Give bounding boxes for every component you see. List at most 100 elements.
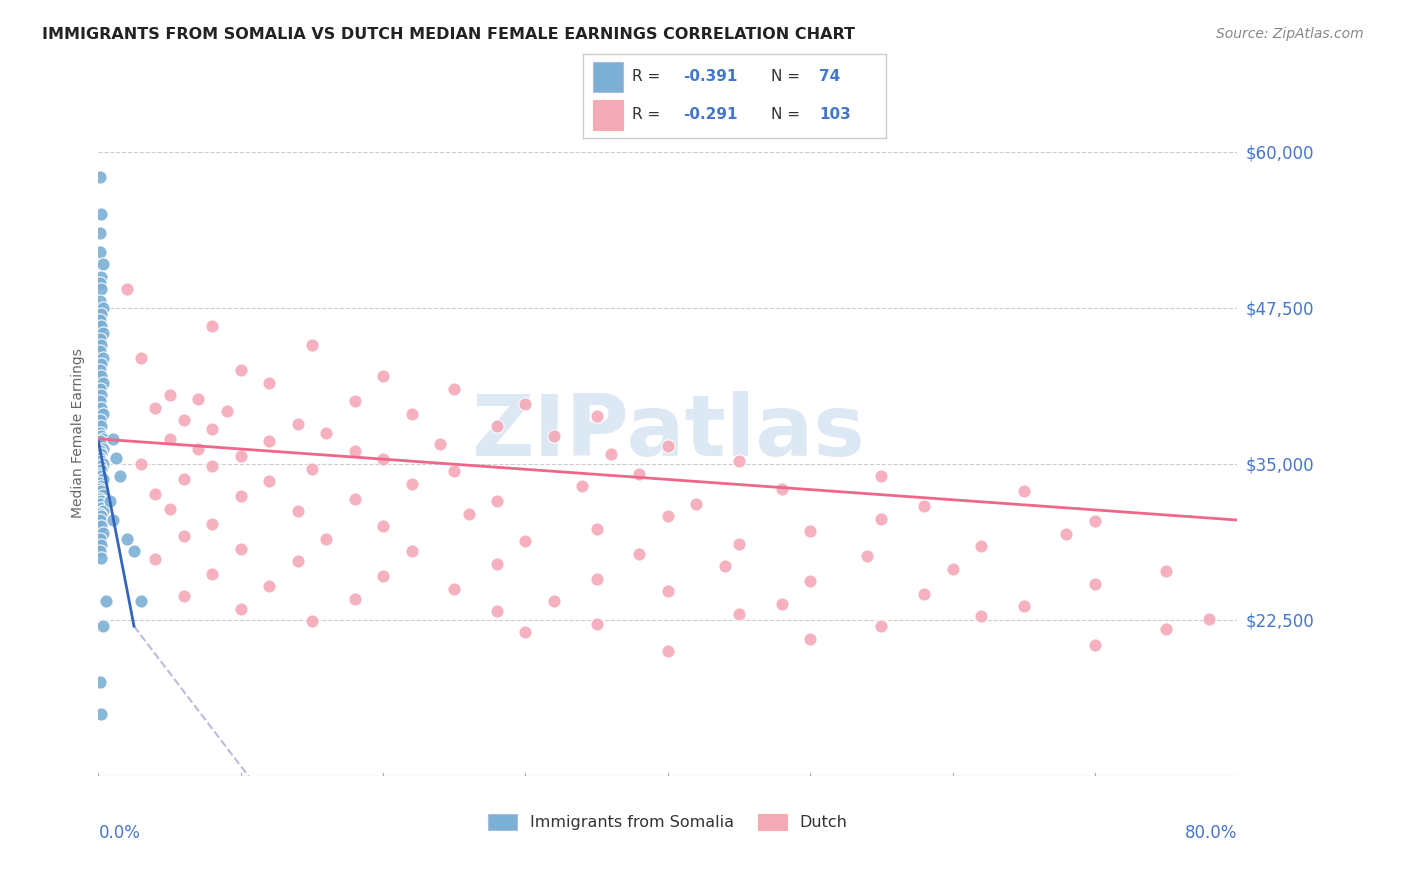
Text: 0.0%: 0.0% (98, 824, 141, 842)
Point (89, 444, 111, 458)
Point (343, 591, 366, 606)
Point (799, 632, 821, 646)
Text: -0.291: -0.291 (683, 107, 738, 122)
Point (259, 434, 281, 449)
Point (912, 500, 935, 514)
Point (129, 594, 152, 608)
Point (89, 394, 111, 409)
Point (90, 369, 112, 384)
Point (1012, 484, 1035, 499)
Point (90, 550, 112, 565)
Point (159, 432, 181, 446)
Point (912, 587, 935, 601)
Point (89, 467, 111, 481)
Point (159, 501, 181, 516)
Point (91, 457, 114, 471)
Point (90, 469, 112, 483)
Point (91, 351, 114, 365)
Point (129, 351, 152, 365)
Point (201, 422, 224, 436)
Point (89, 294, 111, 309)
Point (89, 513, 111, 527)
Point (89, 675, 111, 690)
Point (201, 459, 224, 474)
Point (1084, 576, 1107, 591)
Point (89, 244, 111, 259)
Point (571, 479, 593, 493)
Point (90, 401, 112, 415)
Point (90, 438, 112, 452)
Point (90, 307, 112, 321)
Point (799, 574, 821, 589)
Point (1056, 526, 1078, 541)
Point (229, 489, 252, 503)
Point (94, 594, 117, 608)
Point (89, 382, 111, 396)
Point (89, 475, 111, 490)
Point (287, 504, 309, 518)
Point (90, 454, 112, 468)
Point (90, 282, 112, 296)
Point (90, 388, 112, 402)
Point (457, 507, 479, 521)
Point (90, 429, 112, 443)
Point (585, 572, 607, 586)
Point (145, 487, 167, 501)
Point (122, 544, 145, 558)
Point (104, 450, 127, 465)
Point (1012, 599, 1035, 614)
Text: 103: 103 (820, 107, 851, 122)
Point (770, 597, 793, 611)
Point (89, 363, 111, 377)
Point (301, 462, 323, 476)
Point (1084, 638, 1107, 652)
Point (145, 401, 167, 415)
Point (90, 447, 112, 461)
Point (259, 579, 281, 593)
Point (856, 549, 879, 564)
Point (90, 500, 112, 515)
Point (657, 509, 679, 524)
Point (89, 507, 111, 521)
Point (173, 589, 195, 603)
Point (98, 494, 121, 508)
Point (89, 226, 111, 240)
Point (401, 407, 423, 421)
Point (600, 447, 623, 461)
Point (1198, 612, 1220, 626)
Point (91, 619, 114, 633)
Point (343, 491, 366, 506)
Point (173, 472, 195, 486)
Point (229, 450, 252, 464)
Point (628, 467, 651, 481)
Point (215, 404, 238, 418)
Point (159, 388, 181, 402)
Point (90, 509, 112, 524)
Point (145, 551, 167, 566)
Point (91, 488, 114, 502)
Point (343, 444, 366, 458)
Point (108, 469, 131, 483)
Point (89, 450, 111, 465)
Point (515, 534, 537, 549)
Point (89, 482, 111, 496)
Text: N =: N = (770, 70, 804, 85)
Point (229, 541, 252, 556)
Point (373, 451, 395, 466)
Point (90, 338, 112, 352)
Text: Source: ZipAtlas.com: Source: ZipAtlas.com (1216, 27, 1364, 41)
Point (173, 529, 195, 543)
Point (91, 442, 114, 456)
Point (89, 344, 111, 359)
Point (90, 207, 112, 221)
Text: 80.0%: 80.0% (1185, 824, 1237, 842)
Text: R =: R = (631, 107, 665, 122)
Point (259, 376, 281, 390)
Point (728, 454, 751, 468)
Point (942, 562, 965, 576)
Point (301, 338, 323, 352)
Text: 74: 74 (820, 70, 841, 85)
Point (90, 706, 112, 721)
Y-axis label: Median Female Earnings: Median Female Earnings (70, 348, 84, 517)
Point (91, 472, 114, 486)
